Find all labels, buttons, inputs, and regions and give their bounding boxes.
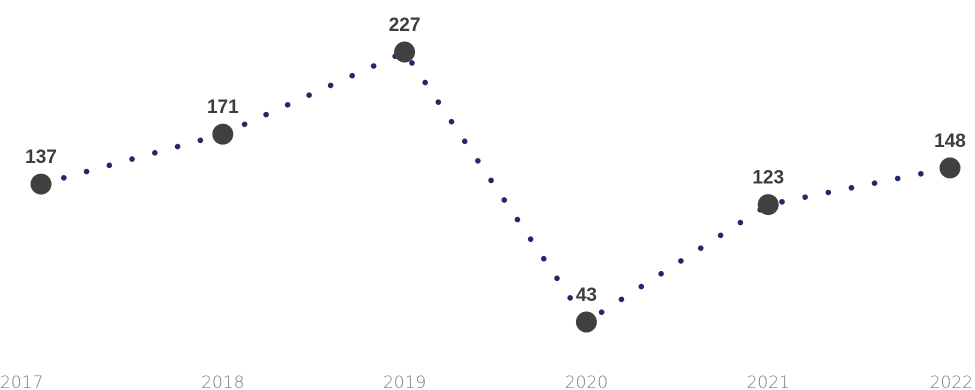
x-tick-label-2018: 2018 (201, 373, 244, 390)
data-label-2021: 123 (752, 168, 784, 189)
series-line-path (38, 48, 953, 326)
data-labels: 137 171 227 43 123 148 (25, 15, 966, 306)
data-label-2017: 137 (25, 147, 57, 168)
x-tick-label-2021: 2021 (747, 373, 790, 390)
x-tick-label-2022: 2022 (930, 373, 973, 390)
data-point-2020 (575, 311, 597, 333)
x-axis-ticks: 2017 2018 2019 2020 2021 2022 (0, 373, 973, 390)
data-label-2018: 171 (207, 97, 239, 118)
x-tick-label-2019: 2019 (383, 373, 426, 390)
data-point-2017 (30, 173, 52, 195)
data-label-2020: 43 (576, 285, 597, 306)
x-tick-label-2017: 2017 (0, 373, 43, 390)
data-point-2022 (939, 157, 961, 179)
series-line (38, 48, 953, 326)
x-tick-label-2020: 2020 (565, 373, 608, 390)
data-point-2019 (394, 41, 416, 63)
data-point-2018 (212, 123, 234, 145)
data-point-2021 (757, 194, 779, 216)
data-label-2019: 227 (389, 15, 421, 36)
data-label-2022: 148 (934, 131, 966, 152)
series-markers (30, 41, 961, 333)
